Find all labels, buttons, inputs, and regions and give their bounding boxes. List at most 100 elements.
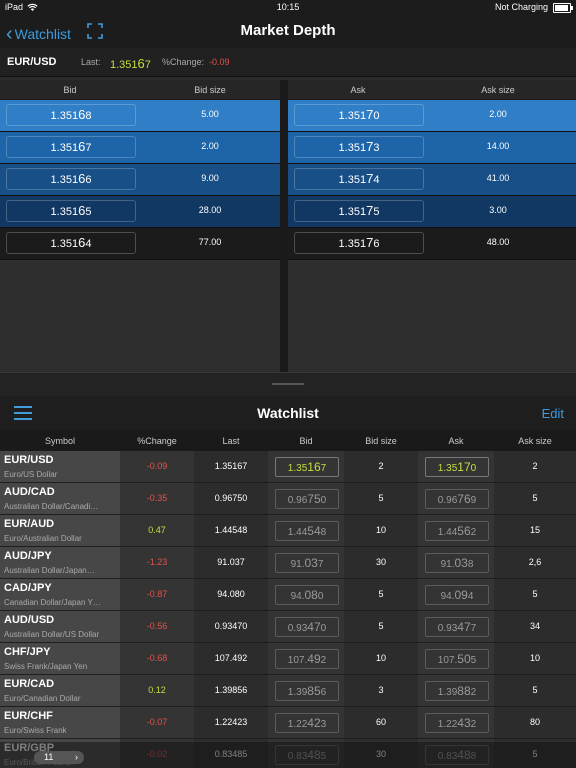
watchlist-header: Symbol %Change Last Bid Bid size Ask Ask… — [0, 430, 576, 451]
col-bid[interactable]: Bid — [299, 436, 313, 446]
page-indicator[interactable]: 11 › — [34, 751, 84, 764]
col-symbol[interactable]: Symbol — [44, 436, 75, 446]
symbol-cell[interactable]: AUD/USD Australian Dollar/US Dollar — [0, 611, 121, 642]
ask-size-cell: 15 — [529, 525, 540, 535]
ask-prefix: 0.96 — [437, 495, 458, 506]
ask-pips: 56 — [457, 524, 471, 538]
symbol-cell[interactable]: CHF/JPY Swiss Frank/Japan Yen — [0, 643, 121, 674]
ask-suffix: 9 — [470, 495, 477, 506]
last-cell: 94.080 — [217, 589, 245, 599]
bid-price-button[interactable]: 1.44548 — [275, 521, 339, 541]
ask-price-button[interactable]: 1.35175 — [294, 200, 424, 222]
price-pips: 6 — [78, 107, 86, 122]
ask-price-button[interactable]: 1.22432 — [425, 713, 489, 733]
bid-price-button[interactable]: 1.35164 — [6, 232, 136, 254]
table-row[interactable]: EUR/AUD Euro/Australian Dollar 0.47 1.44548… — [0, 515, 576, 547]
bid-price-button[interactable]: 91.037 — [275, 553, 339, 573]
symbol-cell[interactable]: EUR/CHF Euro/Swiss Frank — [0, 707, 121, 738]
ask-price-button[interactable]: 0.93477 — [425, 617, 489, 637]
ask-price-button[interactable]: 94.094 — [425, 585, 489, 605]
table-row[interactable]: AUD/CAD Australian Dollar/Canadi… -0.35 0.9… — [0, 483, 576, 515]
price-suffix: 4 — [85, 238, 92, 250]
bid-depth-row: 1.35166 9.00 — [0, 164, 280, 196]
col-last[interactable]: Last — [222, 436, 240, 446]
bid-price-button[interactable]: 0.93470 — [275, 617, 339, 637]
nav-bar: ‹ Watchlist Market Depth — [0, 16, 576, 48]
bid-price-button[interactable]: 1.22423 — [275, 713, 339, 733]
bid-price-button[interactable]: 0.83485 — [275, 745, 339, 765]
symbol-cell[interactable]: EUR/USD Euro/US Dollar — [0, 451, 121, 482]
ask-price-button[interactable]: 0.96769 — [425, 489, 489, 509]
quote-info-bar: EUR/USD Last: 1.35167 %Change: -0.09 — [0, 48, 576, 77]
change-cell: -0.68 — [120, 643, 194, 674]
ask-price-button[interactable]: 91.038 — [425, 553, 489, 573]
ask-price-button[interactable]: 1.35170 — [294, 104, 424, 126]
ask-price-button[interactable]: 107.505 — [425, 649, 489, 669]
last-cell: 0.96750 — [214, 493, 248, 503]
back-button[interactable]: ‹ Watchlist — [6, 22, 71, 45]
col-ask[interactable]: Ask — [448, 436, 464, 446]
table-row[interactable]: EUR/CAD Euro/Canadian Dollar 0.12 1.39856 1.… — [0, 675, 576, 707]
symbol-cell[interactable]: AUD/JPY Australian Dollar/Japan… — [0, 547, 121, 578]
table-row[interactable]: AUD/JPY Australian Dollar/Japan… -1.23 91.0… — [0, 547, 576, 579]
chevron-left-icon: ‹ — [6, 23, 13, 45]
bid-cell: 0.93470 — [268, 611, 344, 642]
bid-price-button[interactable]: 1.35166 — [6, 168, 136, 190]
symbol-cell[interactable]: AUD/CAD Australian Dollar/Canadi… — [0, 483, 121, 514]
table-row[interactable]: CAD/JPY Canadian Dollar/Japan Y… -0.87 94.0… — [0, 579, 576, 611]
ask-price-button[interactable]: 1.35174 — [294, 168, 424, 190]
ask-pips: 17 — [457, 460, 471, 474]
last-cell: 91.037 — [217, 557, 245, 567]
ask-price-button[interactable]: 1.39882 — [425, 681, 489, 701]
edit-button[interactable]: Edit — [541, 406, 564, 421]
table-row[interactable]: AUD/USD Australian Dollar/US Dollar -0.56 0… — [0, 611, 576, 643]
bid-price-button[interactable]: 1.35167 — [6, 136, 136, 158]
bid-price-button[interactable]: 1.35168 — [6, 104, 136, 126]
ask-cell: 0.83488 — [418, 739, 494, 768]
price-prefix: 1.351 — [50, 142, 79, 154]
symbol-cell[interactable]: CAD/JPY Canadian Dollar/Japan Y… — [0, 579, 121, 610]
price-pips: 6 — [78, 203, 86, 218]
ask-price-button[interactable]: 0.83488 — [425, 745, 489, 765]
table-row[interactable]: EUR/USD Euro/US Dollar -0.09 1.35167 1.35167… — [0, 451, 576, 483]
last-label: Last: — [81, 57, 101, 67]
ask-price-button[interactable]: 1.35176 — [294, 232, 424, 254]
ask-price-button[interactable]: 1.35173 — [294, 136, 424, 158]
ask-cell: 1.22432 — [418, 707, 494, 738]
col-change[interactable]: %Change — [137, 436, 177, 446]
fullscreen-icon[interactable] — [87, 23, 103, 39]
bid-prefix: 1.22 — [287, 719, 308, 730]
ask-cell: 1.44562 — [418, 515, 494, 546]
bid-price-button[interactable]: 1.35165 — [6, 200, 136, 222]
menu-icon[interactable] — [14, 406, 32, 420]
ask-cell: 0.93477 — [418, 611, 494, 642]
change-value: -0.09 — [209, 57, 230, 67]
bid-price-button[interactable]: 0.96750 — [275, 489, 339, 509]
bid-size-cell: 30 — [375, 749, 386, 759]
splitter — [0, 372, 576, 397]
table-row[interactable]: EUR/CHF Euro/Swiss Frank -0.07 1.22423 1.224… — [0, 707, 576, 739]
bid-price-button[interactable]: 1.35167 — [275, 457, 339, 477]
bid-price-button[interactable]: 94.080 — [275, 585, 339, 605]
col-ask-size[interactable]: Ask size — [518, 436, 552, 446]
ask-size-cell: 2 — [532, 461, 538, 471]
col-bid-size[interactable]: Bid size — [365, 436, 397, 446]
symbol-name: Euro/Canadian Dollar — [4, 694, 81, 703]
table-row[interactable]: CHF/JPY Swiss Frank/Japan Yen -0.68 107.492… — [0, 643, 576, 675]
ask-suffix: 0 — [470, 463, 477, 474]
ask-price-button[interactable]: 1.35170 — [425, 457, 489, 477]
bid-pips: 08 — [304, 588, 318, 602]
drag-handle[interactable] — [272, 383, 304, 385]
symbol-code: EUR/CHF — [4, 710, 53, 722]
ask-pips: 88 — [457, 684, 471, 698]
change-cell: -0.09 — [120, 451, 194, 482]
bid-suffix: 3 — [320, 719, 327, 730]
symbol-cell[interactable]: EUR/AUD Euro/Australian Dollar — [0, 515, 121, 546]
bid-suffix: 8 — [320, 527, 327, 538]
ask-price-button[interactable]: 1.44562 — [425, 521, 489, 541]
bid-price-button[interactable]: 107.492 — [275, 649, 339, 669]
symbol-cell[interactable]: EUR/CAD Euro/Canadian Dollar — [0, 675, 121, 706]
bid-price-button[interactable]: 1.39856 — [275, 681, 339, 701]
ask-size: 3.00 — [489, 205, 507, 215]
